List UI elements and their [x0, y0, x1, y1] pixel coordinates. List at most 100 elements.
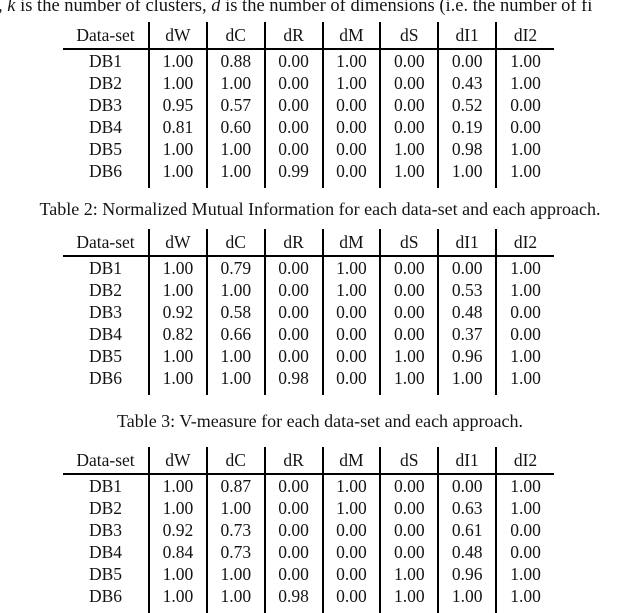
value-cell: 0.00: [263, 72, 323, 94]
row-label: DB5: [88, 564, 123, 584]
value-cell: 1.00: [148, 72, 207, 94]
column-header: dI1: [437, 22, 497, 50]
value-cell: 1.00: [437, 367, 497, 395]
table-row: DB1 1.00 0.79 0.00 1.00 0.00 0.00 1.00: [63, 256, 554, 279]
value-cell: 1.00: [495, 497, 554, 519]
value-cell: 1.00: [148, 256, 207, 279]
value-cell: 1.00: [495, 563, 554, 585]
value-cell: 1.00: [321, 497, 381, 519]
value-cell: 0.82: [148, 323, 207, 345]
row-label: DB6: [88, 368, 123, 388]
value-cell: 0.00: [495, 301, 554, 323]
column-header: dC: [205, 229, 265, 257]
value-cell: 0.00: [263, 519, 323, 541]
value-cell: 0.00: [495, 94, 554, 116]
value-cell: 1.00: [321, 49, 381, 72]
column-header: dW: [148, 22, 207, 50]
column-header: dI1: [437, 229, 497, 257]
value-cell: 1.00: [495, 279, 554, 301]
value-cell: 0.00: [379, 474, 439, 497]
table-caption-3: Table 3: V-measure for each data-set and…: [116, 411, 524, 431]
value-cell: 0.63: [437, 497, 497, 519]
math-variable-k: k: [7, 0, 16, 16]
value-cell: 1.00: [495, 138, 554, 160]
row-label: DB5: [88, 139, 123, 159]
value-cell: 0.00: [437, 256, 497, 279]
column-header: dM: [321, 447, 381, 475]
value-cell: 1.00: [205, 279, 265, 301]
value-cell: 1.00: [379, 563, 439, 585]
value-cell: 0.53: [437, 279, 497, 301]
value-cell: 1.00: [437, 160, 497, 188]
value-cell: 0.48: [437, 301, 497, 323]
value-cell: 1.00: [205, 497, 265, 519]
table-row: DB6 1.00 1.00 0.99 0.00 1.00 1.00 1.00: [63, 160, 554, 188]
column-header: dR: [263, 447, 323, 475]
value-cell: 0.95: [148, 94, 207, 116]
body-text-line: , k is the number of clusters, d is the …: [0, 0, 592, 17]
table-row: DB3 0.92 0.58 0.00 0.00 0.00 0.48 0.00: [63, 301, 554, 323]
math-variable-d: d: [211, 0, 221, 16]
value-cell: 0.00: [379, 323, 439, 345]
value-cell: 0.00: [263, 323, 323, 345]
value-cell: 0.00: [379, 72, 439, 94]
value-cell: 1.00: [205, 563, 265, 585]
table-row: DB4 0.84 0.73 0.00 0.00 0.00 0.48 0.00: [63, 541, 554, 563]
row-label: DB6: [88, 161, 123, 181]
header-row: Data-set dW dC dR dM dS dI1 dI2: [63, 229, 554, 257]
value-cell: 1.00: [148, 563, 207, 585]
value-cell: 0.00: [263, 116, 323, 138]
value-cell: 0.00: [321, 367, 381, 395]
value-cell: 0.19: [437, 116, 497, 138]
table-row: DB6 1.00 1.00 0.98 0.00 1.00 1.00 1.00: [63, 367, 554, 395]
column-header: dR: [263, 22, 323, 50]
value-cell: 0.98: [263, 367, 323, 395]
value-cell: 1.00: [148, 367, 207, 395]
value-cell: 0.00: [263, 345, 323, 367]
value-cell: 0.00: [379, 301, 439, 323]
value-cell: 1.00: [495, 72, 554, 94]
column-header: dS: [379, 229, 439, 257]
value-cell: 0.00: [263, 256, 323, 279]
table-row: DB1 1.00 0.87 0.00 1.00 0.00 0.00 1.00: [63, 474, 554, 497]
row-label: DB6: [88, 586, 123, 606]
row-label: DB2: [88, 280, 123, 300]
value-cell: 0.73: [205, 541, 265, 563]
value-cell: 0.00: [321, 541, 381, 563]
value-cell: 0.98: [437, 138, 497, 160]
value-cell: 0.61: [437, 519, 497, 541]
row-label: DB2: [88, 498, 123, 518]
column-header: dI2: [495, 22, 554, 50]
row-label: DB1: [88, 476, 123, 496]
value-cell: 0.66: [205, 323, 265, 345]
value-cell: 1.00: [205, 160, 265, 188]
value-cell: 0.84: [148, 541, 207, 563]
value-cell: 1.00: [148, 49, 207, 72]
value-cell: 1.00: [205, 367, 265, 395]
row-label: DB4: [88, 117, 123, 137]
value-cell: 1.00: [495, 49, 554, 72]
value-cell: 1.00: [379, 345, 439, 367]
value-cell: 1.00: [495, 256, 554, 279]
value-cell: 0.00: [263, 138, 323, 160]
table-row: DB6 1.00 1.00 0.98 0.00 1.00 1.00 1.00: [63, 585, 554, 613]
value-cell: 0.00: [263, 279, 323, 301]
value-cell: 1.00: [495, 160, 554, 188]
value-cell: 0.37: [437, 323, 497, 345]
value-cell: 0.92: [148, 301, 207, 323]
value-cell: 1.00: [148, 160, 207, 188]
value-cell: 0.96: [437, 563, 497, 585]
value-cell: 0.00: [437, 49, 497, 72]
value-cell: 1.00: [495, 367, 554, 395]
value-cell: 0.00: [321, 94, 381, 116]
value-cell: 0.58: [205, 301, 265, 323]
column-header: Data-set: [63, 229, 149, 257]
row-label: DB1: [88, 258, 123, 278]
value-cell: 0.96: [437, 345, 497, 367]
value-cell: 0.00: [379, 94, 439, 116]
value-cell: 0.60: [205, 116, 265, 138]
value-cell: 0.00: [379, 497, 439, 519]
column-header: dC: [205, 447, 265, 475]
value-cell: 1.00: [205, 345, 265, 367]
value-cell: 0.99: [263, 160, 323, 188]
